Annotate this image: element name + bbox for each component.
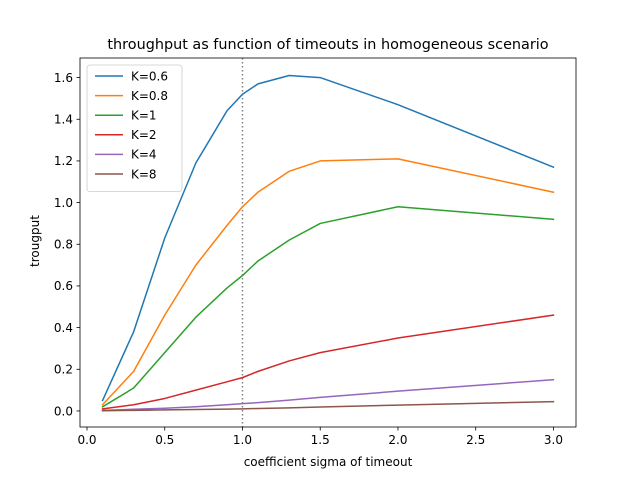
x-tick-label: 0.0 — [77, 433, 96, 447]
x-tick-label: 2.5 — [466, 433, 485, 447]
legend-label: K=1 — [131, 109, 157, 123]
axes-frame — [79, 57, 577, 428]
series-line-5 — [101, 400, 555, 412]
x-tick-label: 0.5 — [155, 433, 174, 447]
y-tick-label: 1.6 — [54, 71, 73, 85]
y-axis-label: trougput — [28, 215, 42, 267]
legend-label: K=4 — [131, 148, 157, 162]
legend-label: K=8 — [131, 167, 157, 181]
series-line-2 — [101, 206, 555, 408]
series-line-4 — [101, 378, 555, 412]
y-tick-label: 0.8 — [54, 238, 73, 252]
x-tick-label: 1.0 — [233, 433, 252, 447]
legend-box — [86, 64, 183, 192]
legend: K=0.6 K=0.8 K=1 K=2 K=4 K=8 — [86, 64, 183, 192]
legend-label: K=2 — [131, 128, 157, 142]
x-tick-label: 2.0 — [388, 433, 407, 447]
y-tick-label: 0.0 — [54, 404, 73, 418]
legend-label: K=0.8 — [131, 89, 168, 103]
x-tick-label: 3.0 — [544, 433, 563, 447]
series-line-0 — [101, 74, 555, 402]
x-axis-label: coefficient sigma of timeout — [244, 455, 413, 469]
series-line-1 — [101, 158, 555, 406]
y-tick-label: 1.2 — [54, 154, 73, 168]
y-tick-label: 1.4 — [54, 113, 73, 127]
y-tick-label: 0.2 — [54, 363, 73, 377]
y-tick-label: 1.0 — [54, 196, 73, 210]
y-tick-label: 0.4 — [54, 321, 73, 335]
series-line-3 — [101, 314, 555, 410]
plot-area: 0.0 0.5 1.0 1.5 2.0 2.5 3.0 0.0 0.2 0.4 0.6 0.8 1.0 1… — [54, 57, 577, 447]
y-tick-label: 0.6 — [54, 279, 73, 293]
x-tick-label: 1.5 — [311, 433, 330, 447]
chart-title: throughput as function of timeouts in ho… — [107, 37, 548, 53]
legend-label: K=0.6 — [131, 69, 168, 83]
